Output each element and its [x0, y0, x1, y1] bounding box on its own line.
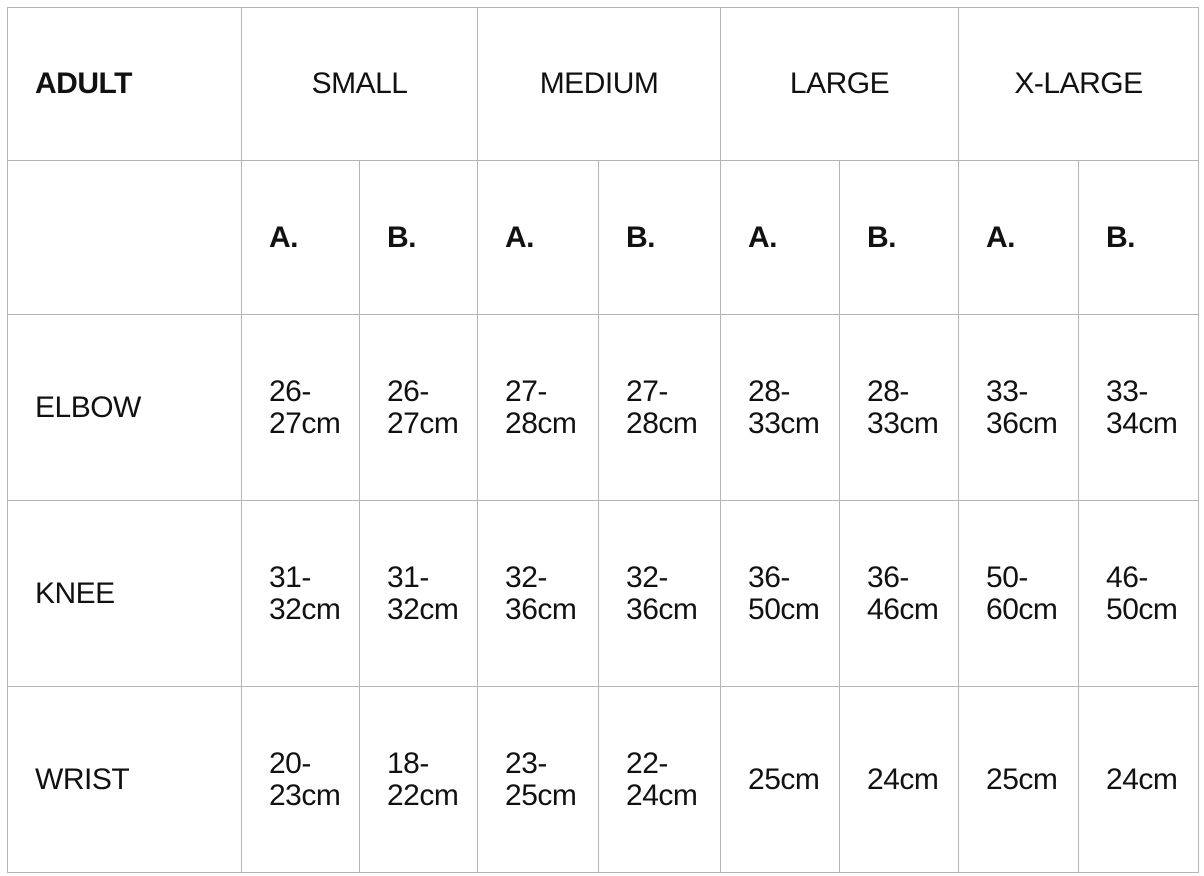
measure-cell: 27-28cm — [598, 314, 722, 501]
empty-cell — [7, 160, 242, 315]
row-label: WRIST — [7, 686, 242, 873]
measure-header: B. — [839, 160, 960, 315]
table-body: ADULT SMALL MEDIUM LARGE X-LARGE A. B. A. B. A. B.… — [7, 7, 1200, 873]
row-label: ELBOW — [7, 314, 242, 501]
size-table: ADULT SMALL MEDIUM LARGE X-LARGE A. B. A. B. A. B.… — [7, 7, 1200, 873]
measure-cell: 20-23cm — [241, 686, 360, 873]
measure-header: B. — [598, 160, 722, 315]
measure-cell: 23-25cm — [477, 686, 600, 873]
measure-header: A. — [720, 160, 841, 315]
measure-cell: 18-22cm — [358, 686, 479, 873]
measure-header: A. — [477, 160, 600, 315]
measure-cell: 28-33cm — [720, 314, 841, 501]
measure-cell: 46-50cm — [1078, 500, 1200, 687]
row-label: KNEE — [7, 500, 242, 687]
subheader-row: A. B. A. B. A. B. A. B. — [7, 160, 1200, 315]
measure-cell: 26-27cm — [241, 314, 360, 501]
measure-cell: 50-60cm — [958, 500, 1080, 687]
data-row: WRIST 20-23cm 18-22cm 23-25cm 22-24cm 25cm 24c… — [7, 686, 1200, 873]
measure-header: B. — [358, 160, 479, 315]
measure-cell: 28-33cm — [839, 314, 960, 501]
measure-cell: 25cm — [958, 686, 1080, 873]
size-header: SMALL — [240, 7, 479, 161]
header-row: ADULT SMALL MEDIUM LARGE X-LARGE — [7, 7, 1200, 161]
size-header: LARGE — [720, 7, 960, 161]
measure-cell: 26-27cm — [358, 314, 479, 501]
measure-cell: 33-34cm — [1078, 314, 1200, 501]
measure-cell: 32-36cm — [477, 500, 600, 687]
measure-header: A. — [958, 160, 1080, 315]
measure-cell: 36-46cm — [839, 500, 960, 687]
measure-cell: 24cm — [839, 686, 960, 873]
measure-cell: 27-28cm — [477, 314, 600, 501]
measure-cell: 31-32cm — [241, 500, 360, 687]
data-row: KNEE 31-32cm 31-32cm 32-36cm 32-36cm 36-50cm 3… — [7, 500, 1200, 687]
measure-cell: 33-36cm — [958, 314, 1080, 501]
group-label: ADULT — [7, 7, 242, 161]
measure-cell: 36-50cm — [720, 500, 841, 687]
measure-header: A. — [241, 160, 360, 315]
measure-cell: 25cm — [720, 686, 841, 873]
measure-cell: 24cm — [1078, 686, 1200, 873]
measure-header: B. — [1078, 160, 1200, 315]
data-row: ELBOW 26-27cm 26-27cm 27-28cm 27-28cm 28-33cm… — [7, 314, 1200, 501]
size-header: MEDIUM — [477, 7, 722, 161]
measure-cell: 22-24cm — [598, 686, 722, 873]
measure-cell: 32-36cm — [598, 500, 722, 687]
size-header: X-LARGE — [958, 7, 1200, 161]
measure-cell: 31-32cm — [358, 500, 479, 687]
